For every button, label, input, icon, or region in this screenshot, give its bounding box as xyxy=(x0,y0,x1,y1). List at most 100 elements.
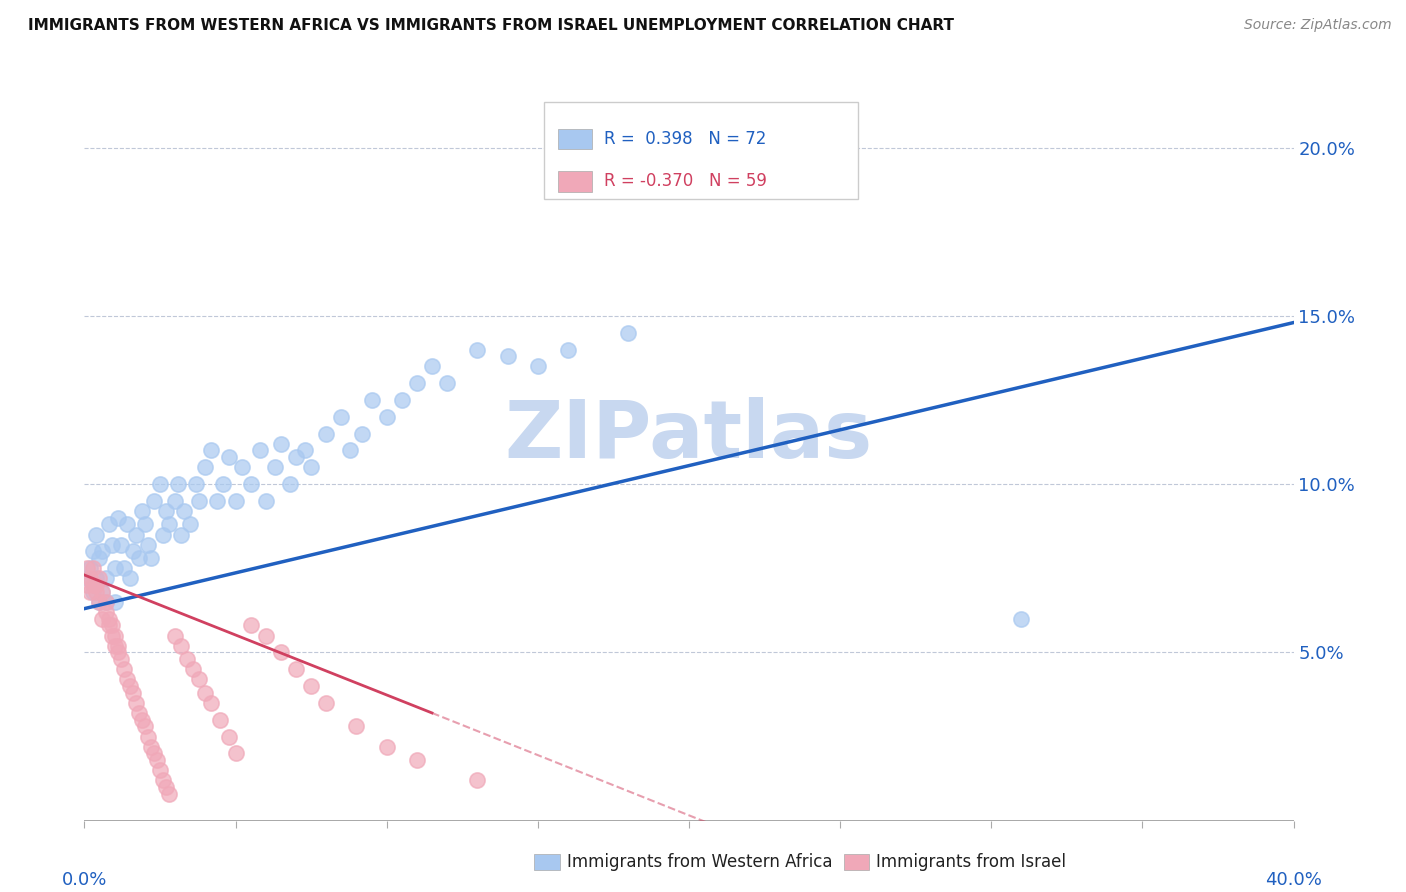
Point xyxy=(86,571,108,585)
Point xyxy=(200,443,222,458)
Point xyxy=(330,409,353,424)
Point xyxy=(165,494,187,508)
Text: ZIPatlas: ZIPatlas xyxy=(505,397,873,475)
Point xyxy=(315,696,337,710)
Text: IMMIGRANTS FROM WESTERN AFRICA VS IMMIGRANTS FROM ISRAEL UNEMPLOYMENT CORRELATIO: IMMIGRANTS FROM WESTERN AFRICA VS IMMIGR… xyxy=(28,18,955,33)
Point xyxy=(107,639,129,653)
Point xyxy=(142,747,165,761)
Point xyxy=(82,584,104,599)
Point xyxy=(218,450,240,465)
Point xyxy=(97,618,120,632)
Point xyxy=(406,376,429,391)
Point xyxy=(139,739,162,754)
Point xyxy=(155,780,177,794)
Point xyxy=(94,605,117,619)
Point xyxy=(157,787,180,801)
Point xyxy=(104,639,127,653)
Point xyxy=(249,443,271,458)
Point xyxy=(121,686,143,700)
Point xyxy=(557,343,579,357)
Point xyxy=(170,527,193,541)
Point xyxy=(188,673,211,687)
Point xyxy=(136,538,159,552)
Point xyxy=(91,612,114,626)
Point xyxy=(94,595,117,609)
Point xyxy=(131,713,153,727)
Point xyxy=(299,460,322,475)
Point xyxy=(194,460,217,475)
Point xyxy=(285,662,308,676)
Point xyxy=(128,551,150,566)
Point xyxy=(142,494,165,508)
Point xyxy=(94,571,117,585)
FancyBboxPatch shape xyxy=(544,103,858,199)
Point xyxy=(315,426,337,441)
Point xyxy=(346,719,368,733)
Point xyxy=(218,730,240,744)
Point xyxy=(86,578,108,592)
Point xyxy=(188,494,211,508)
Point xyxy=(254,628,277,642)
Point xyxy=(254,494,277,508)
Point xyxy=(82,544,104,558)
Point xyxy=(86,527,108,541)
Point xyxy=(110,652,132,666)
Point xyxy=(207,494,229,508)
Point xyxy=(617,326,640,340)
Point xyxy=(225,747,247,761)
Point xyxy=(406,753,429,767)
Point xyxy=(263,460,285,475)
Text: R =  0.398   N = 72: R = 0.398 N = 72 xyxy=(605,130,766,148)
Point xyxy=(149,763,172,777)
Point xyxy=(100,628,122,642)
Point xyxy=(360,392,382,407)
Point xyxy=(82,578,104,592)
Point xyxy=(152,527,174,541)
Point xyxy=(420,359,443,374)
Point xyxy=(136,730,159,744)
Point xyxy=(527,359,550,374)
Point xyxy=(104,595,127,609)
Point xyxy=(82,561,104,575)
Point xyxy=(299,679,322,693)
Point xyxy=(467,343,489,357)
Point xyxy=(89,551,111,566)
Text: 40.0%: 40.0% xyxy=(1265,871,1322,889)
Point xyxy=(125,696,148,710)
Point xyxy=(112,561,135,575)
Point xyxy=(176,652,198,666)
Point xyxy=(212,477,235,491)
Point xyxy=(139,551,162,566)
Point xyxy=(270,436,292,450)
Point xyxy=(76,571,98,585)
Point xyxy=(91,584,114,599)
Point xyxy=(467,773,489,788)
Point xyxy=(107,645,129,659)
Point xyxy=(231,460,253,475)
Point xyxy=(134,719,156,733)
Point xyxy=(239,618,262,632)
Point xyxy=(76,578,98,592)
Point xyxy=(131,504,153,518)
Point xyxy=(391,392,413,407)
Point xyxy=(181,662,204,676)
Point xyxy=(104,561,127,575)
Point xyxy=(155,504,177,518)
Point xyxy=(112,662,135,676)
Point xyxy=(200,696,222,710)
Point xyxy=(134,517,156,532)
Point xyxy=(79,584,101,599)
Bar xyxy=(558,171,592,192)
Point xyxy=(115,517,138,532)
Point xyxy=(107,510,129,524)
Point xyxy=(225,494,247,508)
Point xyxy=(121,544,143,558)
Point xyxy=(149,477,172,491)
Point xyxy=(125,527,148,541)
Point xyxy=(436,376,458,391)
Point xyxy=(86,584,108,599)
Point xyxy=(1011,612,1033,626)
Point xyxy=(89,595,111,609)
Point xyxy=(115,673,138,687)
Point xyxy=(118,679,141,693)
